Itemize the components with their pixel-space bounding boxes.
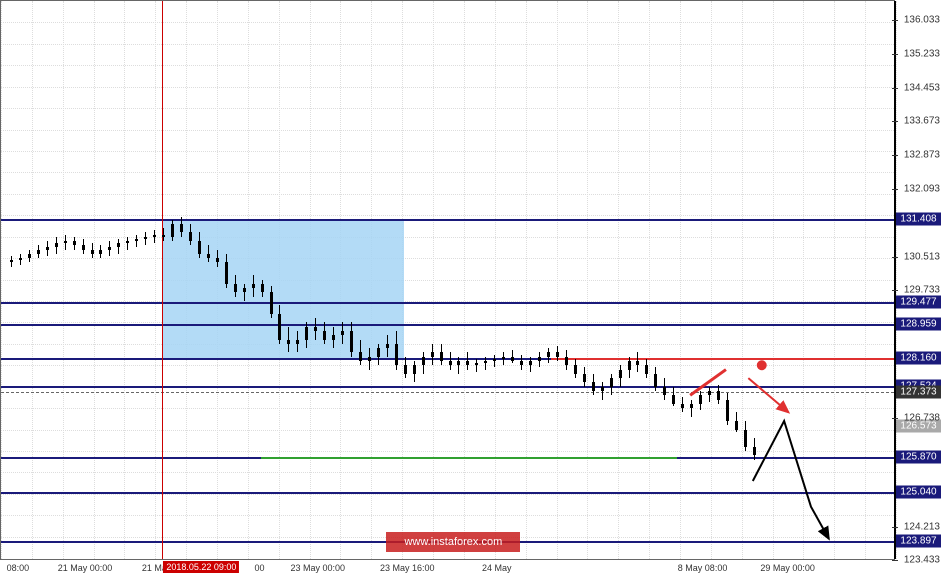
price-level bbox=[1, 219, 894, 221]
annotations-layer bbox=[1, 1, 896, 561]
y-tick-label: 132.873 bbox=[904, 150, 940, 161]
x-tick-label: 2018.05.22 09:00 bbox=[163, 561, 239, 573]
y-tick-label: 126.738 bbox=[904, 413, 940, 424]
x-tick-label: 00 bbox=[255, 563, 265, 573]
chart-container: 131.408129.477128.959128.160127.524125.8… bbox=[0, 0, 942, 573]
x-tick-label: 23 May 16:00 bbox=[380, 563, 435, 573]
x-tick-label: 23 May 00:00 bbox=[290, 563, 345, 573]
price-level bbox=[1, 386, 894, 388]
price-level bbox=[1, 324, 894, 326]
y-tick-label: 133.673 bbox=[904, 116, 940, 127]
y-tick-label: 132.093 bbox=[904, 183, 940, 194]
support-resistance-line bbox=[551, 358, 894, 360]
price-level bbox=[1, 492, 894, 494]
x-tick-label: 08:00 bbox=[7, 563, 30, 573]
y-axis: 136.033 135.233 134.453 133.673 132.873 132.0… bbox=[895, 0, 942, 560]
x-axis: 08:0021 May 00:0021 May2018.05.22 09:000… bbox=[0, 560, 895, 573]
plot-area[interactable]: 131.408129.477128.959128.160127.524125.8… bbox=[0, 0, 895, 560]
x-tick-label: 29 May 00:00 bbox=[760, 563, 815, 573]
y-tick-label: 123.433 bbox=[904, 555, 940, 566]
x-tick-label: 8 May 08:00 bbox=[678, 563, 728, 573]
price-level bbox=[1, 302, 894, 304]
y-tick-label: 130.513 bbox=[904, 251, 940, 262]
support-resistance-line bbox=[261, 457, 677, 459]
vertical-marker bbox=[162, 1, 163, 559]
x-tick-label: 21 May 00:00 bbox=[58, 563, 113, 573]
y-tick-label: 129.733 bbox=[904, 285, 940, 296]
y-tick-label: 124.213 bbox=[904, 521, 940, 532]
watermark: www.instaforex.com bbox=[386, 532, 520, 552]
x-tick-label: 24 May bbox=[482, 563, 512, 573]
y-tick-label: 135.233 bbox=[904, 49, 940, 60]
y-tick-label: 136.033 bbox=[904, 15, 940, 26]
y-tick-label: 134.453 bbox=[904, 82, 940, 93]
